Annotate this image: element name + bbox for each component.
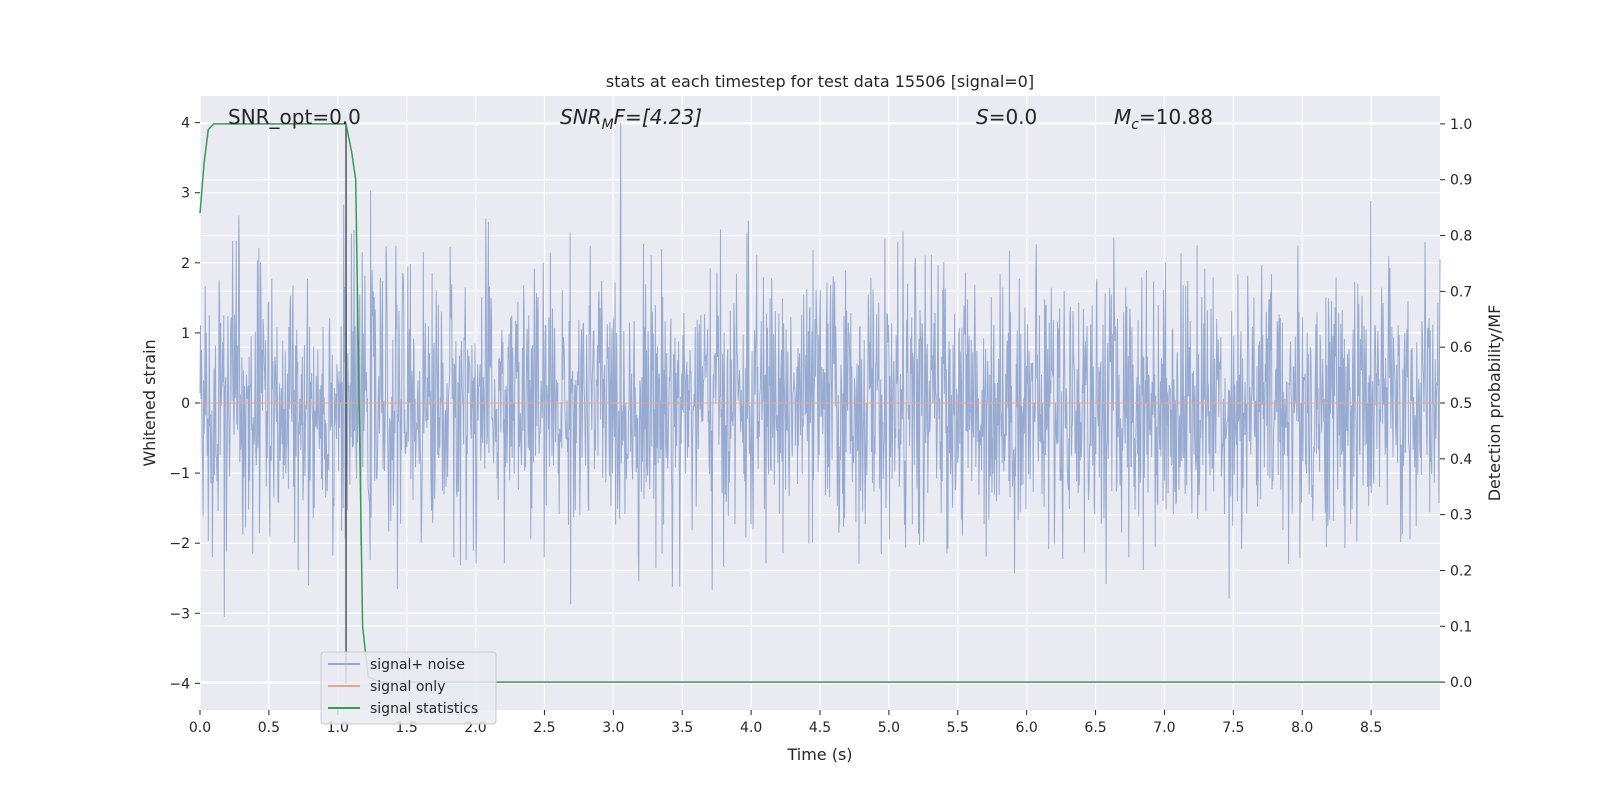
x-tick-label: 5.5	[947, 720, 969, 736]
y2-tick-labels: 1.0 0.9 0.8 0.7 0.6 0.5 0.4 0.3 0.2 0.1 0.0	[1440, 117, 1472, 691]
y-tick-label: 3	[181, 186, 190, 202]
y2-tick-label: 0.8	[1450, 229, 1472, 245]
y2-tick-label: 1.0	[1450, 117, 1472, 133]
x-axis-label: Time (s)	[786, 745, 852, 764]
y2-tick-label: 0.2	[1450, 563, 1472, 579]
x-tick-label: 6.5	[1084, 720, 1106, 736]
y2-tick-label: 0.4	[1450, 452, 1472, 468]
s-var: S	[976, 105, 989, 129]
legend-label-signal-statistics: signal statistics	[370, 701, 478, 717]
y-tick-label: −1	[169, 466, 190, 482]
mc-var: M	[1114, 105, 1131, 129]
annotation-mc: Mc=10.88	[1114, 105, 1213, 133]
y2-tick-label: 0.9	[1450, 173, 1472, 189]
y2-tick-label: 0.5	[1450, 396, 1472, 412]
annotation-s: S=0.0	[976, 105, 1037, 129]
y2-tick-label: 0.1	[1450, 619, 1472, 635]
y2-axis-label: Detection probability/MF	[1485, 305, 1504, 502]
signal-plus-noise-trace	[199, 122, 1441, 617]
y2-tick-label: 0.7	[1450, 284, 1472, 300]
x-tick-label: 3.0	[602, 720, 624, 736]
y-tick-label: −2	[169, 536, 190, 552]
y2-tick-label: 0.3	[1450, 508, 1472, 524]
y-axis-label: Whitened strain	[140, 339, 159, 466]
s-value: =0.0	[989, 105, 1038, 129]
y-tick-label: 0	[181, 396, 190, 412]
y2-tick-label: 0.6	[1450, 340, 1472, 356]
y-tick-labels: 4 3 2 1 0 −1 −2 −3 −4	[169, 116, 200, 692]
legend-label-signal-plus-noise: signal+ noise	[370, 657, 465, 673]
x-tick-label: 0.5	[258, 720, 280, 736]
y2-tick-label: 0.0	[1450, 675, 1472, 691]
x-tick-label: 0.0	[189, 720, 211, 736]
x-tick-label: 4.5	[809, 720, 831, 736]
annotation-snr-opt: SNR_opt=0.0	[228, 105, 361, 129]
y-tick-label: 2	[181, 256, 190, 272]
x-tick-label: 7.5	[1222, 720, 1244, 736]
x-tick-label: 4.0	[740, 720, 762, 736]
x-tick-labels: 0.0 0.5 1.0 1.5 2.0 2.5 3.0 3.5 4.0 4.5 5.0 5.5 6.0 6…	[189, 710, 1382, 736]
series-signal-plus-noise	[199, 122, 1441, 617]
x-tick-label: 7.0	[1153, 720, 1175, 736]
snr-mf-var: SNR	[560, 105, 602, 129]
x-tick-label: 8.0	[1291, 720, 1313, 736]
mc-subscript: c	[1131, 117, 1139, 133]
x-tick-label: 8.5	[1360, 720, 1382, 736]
mc-value: =10.88	[1139, 105, 1213, 129]
legend: signal+ noise signal only signal statist…	[320, 651, 497, 725]
y-tick-label: 1	[181, 326, 190, 342]
chart-title: stats at each timestep for test data 155…	[606, 72, 1034, 91]
x-tick-label: 2.5	[533, 720, 555, 736]
x-tick-label: 3.5	[671, 720, 693, 736]
y-tick-label: −4	[169, 676, 190, 692]
legend-label-signal-only: signal only	[370, 679, 445, 695]
snr-mf-value: F=[4.23]	[614, 105, 702, 129]
snr-mf-subscript: M	[602, 117, 614, 133]
legend-box	[320, 651, 497, 725]
annotation-snr-mf: SNRMF=[4.23]	[560, 105, 702, 133]
x-tick-label: 5.0	[878, 720, 900, 736]
y-tick-label: −3	[169, 606, 190, 622]
y-tick-label: 4	[181, 116, 190, 132]
x-tick-label: 6.0	[1016, 720, 1038, 736]
series-signal-statistics	[199, 123, 1440, 683]
